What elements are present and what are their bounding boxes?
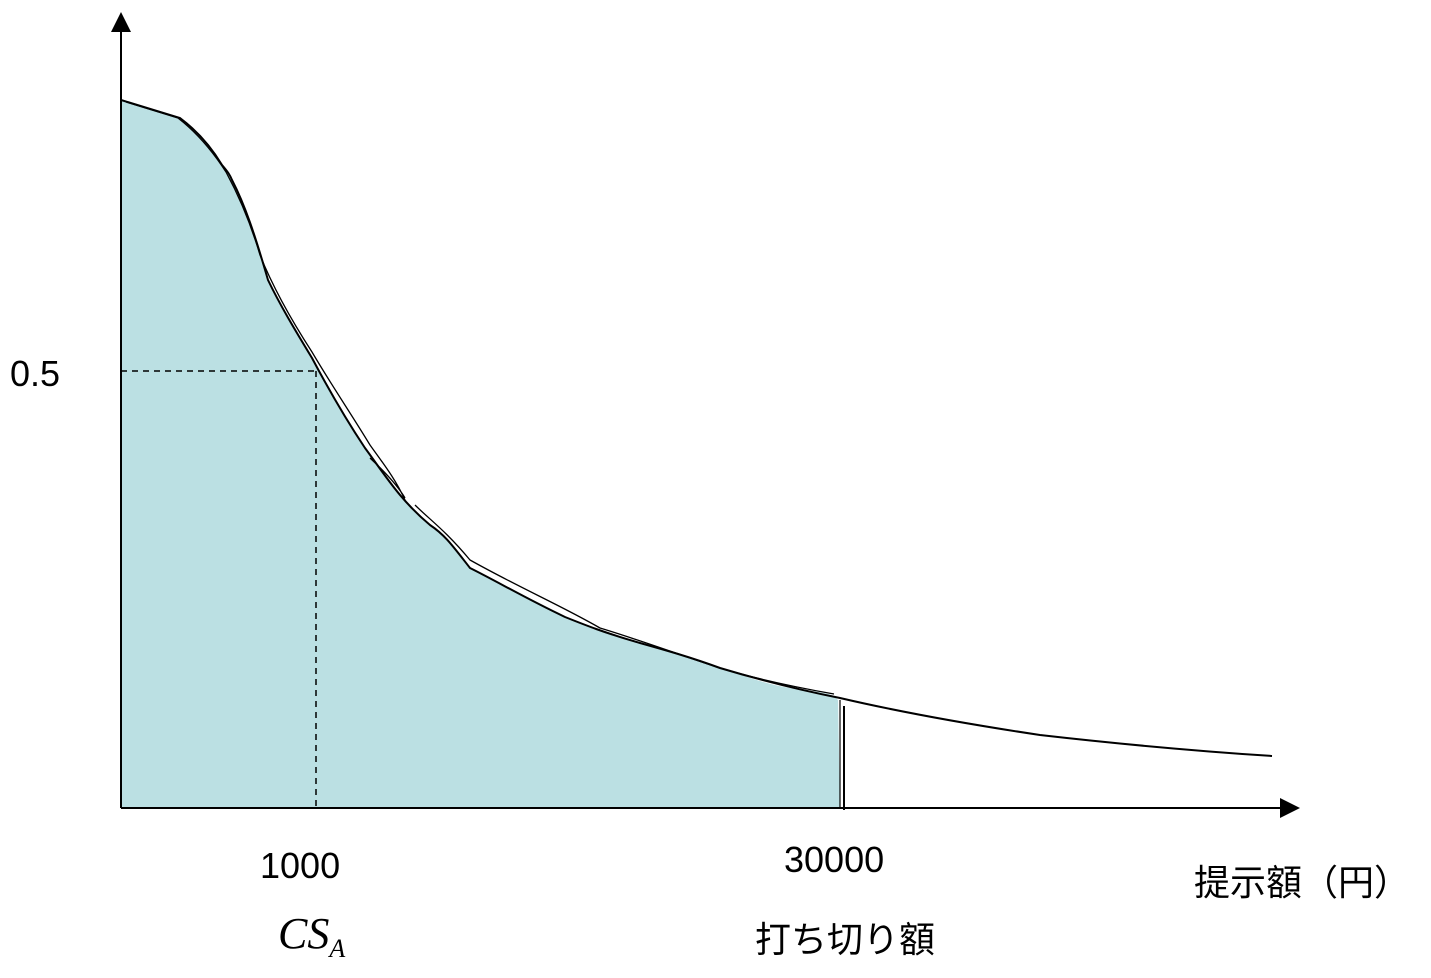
curve-trace <box>125 101 835 695</box>
csa-label: CSA <box>278 912 345 962</box>
y-tick-label-half: 0.5 <box>10 353 61 394</box>
x-tick-label-csa: 1000 <box>260 845 341 886</box>
x-tick-label-cutoff: 30000 <box>784 839 885 880</box>
shaded-area-under-curve <box>121 100 840 808</box>
csa-subscript: A <box>329 934 346 964</box>
survival-curve <box>120 99 1273 757</box>
x-axis-title: 提示額（円） <box>1194 862 1411 903</box>
cutoff-amount-label: 打ち切り額 <box>755 919 936 960</box>
csa-main-text: CS <box>278 909 330 958</box>
